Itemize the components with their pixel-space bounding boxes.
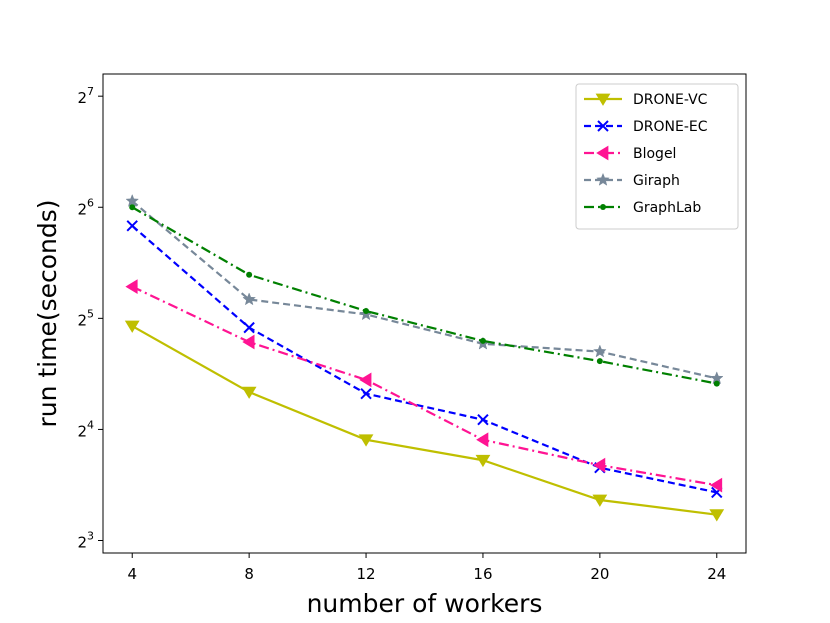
data-point-graphlab bbox=[479, 337, 486, 344]
legend-marker-drone-vc bbox=[595, 93, 611, 106]
data-point-blogel bbox=[709, 477, 723, 493]
y-tick-label: 25 bbox=[77, 307, 94, 329]
y-tick-base: 2 bbox=[77, 534, 87, 552]
y-tick-exponent: 7 bbox=[87, 85, 94, 98]
data-point-drone-ec bbox=[477, 414, 489, 426]
y-tick-exponent: 5 bbox=[87, 307, 94, 320]
data-point-drone-ec bbox=[360, 387, 372, 400]
series-graphlab bbox=[129, 204, 720, 387]
data-point-graphlab bbox=[596, 358, 603, 365]
x-axis-label: number of workers bbox=[307, 589, 543, 618]
data-point-blogel bbox=[359, 372, 372, 388]
y-axis-label: run time(seconds) bbox=[33, 199, 62, 427]
data-point-drone-vc bbox=[124, 320, 140, 333]
y-tick-base: 2 bbox=[77, 311, 87, 329]
x-axis: 4 8 12 16 20 24 bbox=[127, 553, 726, 583]
legend-label-graphlab: GraphLab bbox=[633, 200, 701, 216]
legend-label-drone-vc: DRONE-VC bbox=[633, 92, 708, 108]
legend-box bbox=[575, 83, 739, 230]
data-point-drone-vc bbox=[241, 386, 257, 399]
data-point-blogel bbox=[593, 457, 606, 473]
y-tick-base: 2 bbox=[77, 89, 87, 107]
y-tick-exponent: 4 bbox=[87, 418, 94, 431]
y-tick-exponent: 3 bbox=[87, 530, 94, 543]
legend: DRONE-VC DRONE-EC Blogel Giraph GraphLab bbox=[575, 83, 739, 230]
data-point-graphlab bbox=[129, 204, 136, 211]
data-point-drone-vc bbox=[358, 434, 374, 447]
series-blogel bbox=[125, 279, 723, 493]
data-point-drone-vc bbox=[709, 509, 725, 522]
series-drone-vc bbox=[124, 320, 725, 522]
series-line-drone-vc bbox=[131, 325, 717, 516]
y-tick-label: 26 bbox=[77, 196, 94, 218]
y-tick-base: 2 bbox=[77, 200, 87, 218]
legend-label-blogel: Blogel bbox=[633, 146, 676, 162]
y-tick-label: 27 bbox=[77, 85, 94, 107]
y-tick-label: 23 bbox=[77, 530, 94, 552]
series-line-giraph bbox=[131, 200, 718, 380]
x-tick-label: 4 bbox=[127, 565, 137, 583]
data-point-graphlab bbox=[363, 308, 370, 315]
x-tick-label: 8 bbox=[244, 565, 254, 583]
data-point-blogel bbox=[125, 279, 138, 295]
data-point-drone-ec bbox=[126, 220, 138, 232]
data-point-giraph bbox=[593, 344, 607, 358]
y-tick-exponent: 6 bbox=[87, 196, 94, 209]
series-line-drone-ec bbox=[131, 224, 717, 494]
x-tick-label: 20 bbox=[590, 565, 609, 583]
data-point-drone-vc bbox=[592, 494, 608, 507]
series-line-blogel bbox=[131, 285, 717, 487]
data-point-drone-ec bbox=[243, 321, 255, 334]
x-tick-label: 24 bbox=[707, 565, 726, 583]
plot-frame bbox=[102, 73, 747, 554]
y-tick-label: 24 bbox=[77, 418, 94, 440]
data-point-giraph bbox=[125, 193, 140, 207]
legend-marker-drone-ec bbox=[597, 120, 609, 132]
data-point-graphlab bbox=[713, 380, 720, 387]
legend-marker-blogel bbox=[596, 145, 609, 161]
data-point-blogel bbox=[242, 334, 255, 350]
legend-marker-giraph bbox=[596, 172, 610, 186]
series-layer bbox=[124, 193, 725, 522]
legend-marker-graphlab bbox=[600, 204, 606, 210]
data-point-drone-vc bbox=[475, 454, 491, 468]
y-tick-base: 2 bbox=[77, 422, 87, 440]
legend-label-drone-ec: DRONE-EC bbox=[633, 119, 708, 135]
x-tick-label: 12 bbox=[356, 565, 375, 583]
legend-label-giraph: Giraph bbox=[633, 173, 680, 189]
data-point-giraph bbox=[242, 292, 256, 306]
data-point-blogel bbox=[476, 432, 489, 448]
data-point-graphlab bbox=[246, 271, 253, 278]
x-tick-label: 16 bbox=[473, 565, 492, 583]
